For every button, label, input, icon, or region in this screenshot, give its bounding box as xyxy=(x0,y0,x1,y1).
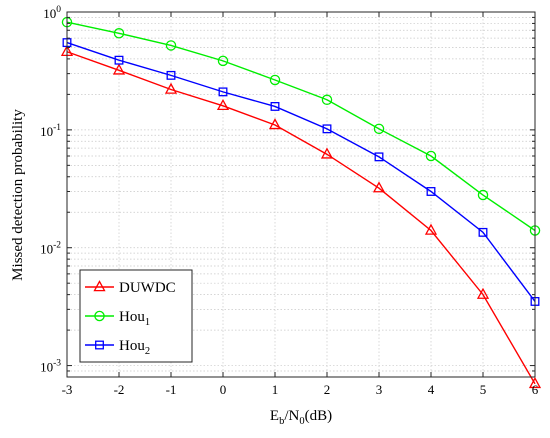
data-point xyxy=(374,152,384,162)
x-tick-label: 6 xyxy=(532,382,539,397)
x-axis-label-sub1: b xyxy=(279,416,284,427)
plot-frame xyxy=(66,11,536,378)
data-point xyxy=(322,124,332,134)
x-tick-label: 0 xyxy=(220,382,227,397)
series-layer xyxy=(60,16,542,389)
x-tick-label: 1 xyxy=(272,382,279,397)
series-1 xyxy=(60,44,542,389)
data-point xyxy=(424,223,438,235)
data-point xyxy=(321,94,333,106)
legend-item-2: Hou1 xyxy=(85,309,150,328)
legend-label: Hou2 xyxy=(119,338,150,357)
series-line xyxy=(66,41,536,302)
x-tick-label: -1 xyxy=(166,382,177,397)
data-point xyxy=(113,28,125,39)
data-point xyxy=(164,82,178,94)
data-point xyxy=(112,63,126,75)
legend: DUWDC Hou1 Hou2 xyxy=(79,269,193,363)
x-tick-label: -2 xyxy=(114,382,125,397)
data-point xyxy=(478,227,488,237)
data-point xyxy=(95,340,104,350)
data-point xyxy=(476,287,490,299)
data-point xyxy=(269,74,281,86)
data-point xyxy=(477,189,489,201)
series-line xyxy=(66,21,536,232)
data-point xyxy=(373,123,385,135)
x-tick-label: 4 xyxy=(428,382,435,397)
series-3 xyxy=(62,38,540,306)
x-axis-label-main: E xyxy=(270,408,279,424)
x-axis-label-mid: /N xyxy=(284,408,299,424)
x-axis-label: Eb/N0(dB) xyxy=(270,408,332,427)
data-point xyxy=(166,70,176,80)
x-tick-label: 5 xyxy=(480,382,487,397)
series-line xyxy=(66,51,536,385)
y-tick-label: 10-1 xyxy=(40,123,61,139)
data-point xyxy=(218,87,228,97)
y-tick-label: 10-2 xyxy=(40,241,61,257)
data-point xyxy=(94,310,105,322)
x-tick-label: 3 xyxy=(376,382,383,397)
y-tick-label: 100 xyxy=(43,5,61,21)
axes: -3 -2 -1 0 1 2 3 4 5 6 100 10-1 10-2 10-3 xyxy=(40,5,539,397)
y-axis-label: Missed detection probability xyxy=(10,109,26,281)
data-point xyxy=(114,55,124,65)
data-point xyxy=(93,280,106,292)
data-point xyxy=(320,147,334,159)
x-axis-label-sub2: 0 xyxy=(299,416,304,427)
y-tick-label: 10-3 xyxy=(40,359,61,375)
data-point xyxy=(425,150,437,162)
legend-item-3: Hou2 xyxy=(85,338,150,357)
x-tick-label: -3 xyxy=(62,382,73,397)
x-axis-label-tail: (dB) xyxy=(305,408,333,424)
data-point xyxy=(268,118,282,130)
x-tick-label: 2 xyxy=(324,382,331,397)
data-point xyxy=(216,98,230,111)
data-point xyxy=(217,55,229,67)
data-point xyxy=(426,187,436,196)
legend-label: Hou1 xyxy=(119,309,150,328)
legend-item-1: DUWDC xyxy=(85,280,176,296)
data-point xyxy=(372,181,386,193)
data-point xyxy=(270,101,280,111)
legend-label: DUWDC xyxy=(119,280,176,296)
data-point xyxy=(165,40,177,51)
data-point xyxy=(528,376,542,389)
